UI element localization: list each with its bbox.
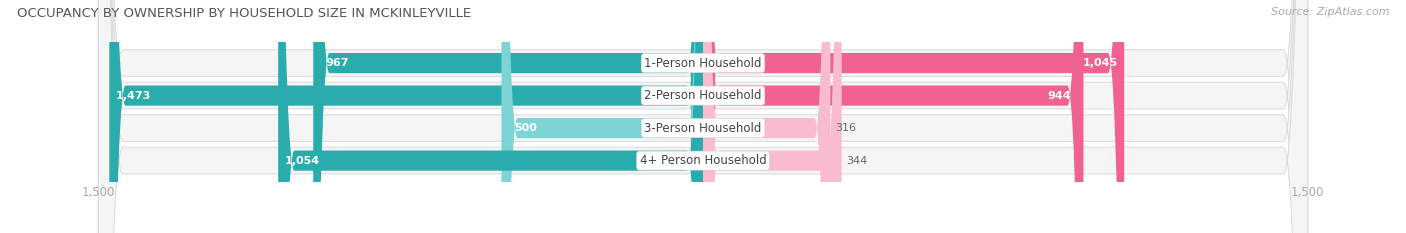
- Legend: Owner-occupied, Renter-occupied: Owner-occupied, Renter-occupied: [564, 229, 842, 233]
- Text: 2-Person Household: 2-Person Household: [644, 89, 762, 102]
- Text: Source: ZipAtlas.com: Source: ZipAtlas.com: [1271, 7, 1389, 17]
- Text: 3-Person Household: 3-Person Household: [644, 122, 762, 135]
- FancyBboxPatch shape: [278, 0, 703, 233]
- FancyBboxPatch shape: [703, 0, 1125, 233]
- Text: 967: 967: [326, 58, 349, 68]
- FancyBboxPatch shape: [314, 0, 703, 233]
- FancyBboxPatch shape: [110, 0, 703, 233]
- FancyBboxPatch shape: [98, 0, 1308, 233]
- Text: OCCUPANCY BY OWNERSHIP BY HOUSEHOLD SIZE IN MCKINLEYVILLE: OCCUPANCY BY OWNERSHIP BY HOUSEHOLD SIZE…: [17, 7, 471, 20]
- FancyBboxPatch shape: [703, 0, 831, 233]
- FancyBboxPatch shape: [502, 0, 703, 233]
- FancyBboxPatch shape: [98, 0, 1308, 233]
- Text: 1,054: 1,054: [285, 156, 321, 166]
- FancyBboxPatch shape: [98, 0, 1308, 233]
- FancyBboxPatch shape: [703, 0, 842, 233]
- Text: 316: 316: [835, 123, 856, 133]
- Text: 1,045: 1,045: [1083, 58, 1118, 68]
- FancyBboxPatch shape: [703, 0, 1084, 233]
- Text: 344: 344: [846, 156, 868, 166]
- FancyBboxPatch shape: [98, 0, 1308, 233]
- Text: 944: 944: [1047, 91, 1071, 101]
- Text: 4+ Person Household: 4+ Person Household: [640, 154, 766, 167]
- Text: 1,473: 1,473: [115, 91, 150, 101]
- Text: 1-Person Household: 1-Person Household: [644, 57, 762, 70]
- Text: 500: 500: [515, 123, 537, 133]
